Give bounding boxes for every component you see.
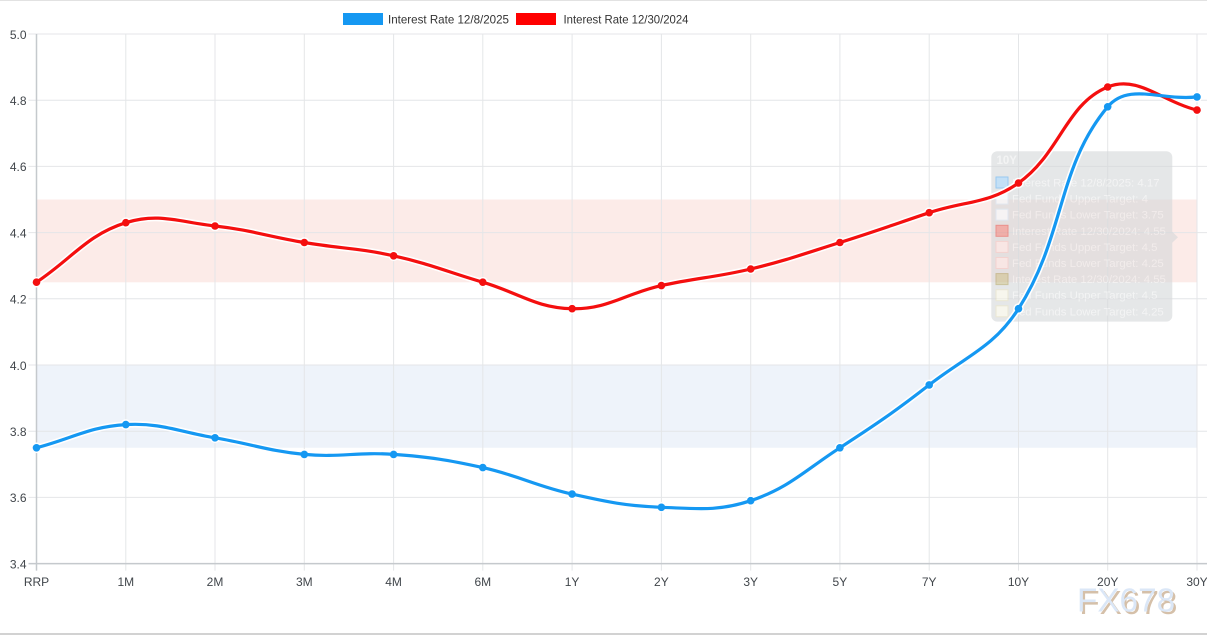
svg-text:Interest Rate 12/8/2025: Interest Rate 12/8/2025 <box>388 13 509 27</box>
svg-text:3M: 3M <box>296 575 313 589</box>
svg-text:5Y: 5Y <box>833 575 848 589</box>
svg-text:7Y: 7Y <box>922 575 937 589</box>
svg-text:1M: 1M <box>117 575 134 589</box>
svg-text:1Y: 1Y <box>565 575 580 589</box>
svg-text:Interest Rate 12/30/2024: 4.55: Interest Rate 12/30/2024: 4.55 <box>1012 226 1166 238</box>
svg-text:3.8: 3.8 <box>10 425 27 439</box>
svg-text:10Y: 10Y <box>997 155 1018 167</box>
svg-text:Fed Funds Upper Target: 4.5: Fed Funds Upper Target: 4.5 <box>1012 290 1157 302</box>
svg-text:4.4: 4.4 <box>10 226 27 240</box>
svg-text:4.8: 4.8 <box>10 94 27 108</box>
svg-text:4.2: 4.2 <box>10 293 27 307</box>
svg-text:3.6: 3.6 <box>10 491 27 505</box>
svg-text:Fed Funds Lower Target: 4.25: Fed Funds Lower Target: 4.25 <box>1012 258 1164 270</box>
svg-text:30Y: 30Y <box>1186 575 1207 589</box>
svg-text:3Y: 3Y <box>743 575 758 589</box>
svg-text:Fed Funds Lower Target: 4.25: Fed Funds Lower Target: 4.25 <box>1012 306 1164 318</box>
svg-text:FX678: FX678 <box>1077 583 1175 620</box>
svg-text:5.0: 5.0 <box>10 28 27 42</box>
svg-text:Fed Funds Upper Target: 4.5: Fed Funds Upper Target: 4.5 <box>1012 242 1157 254</box>
svg-text:FX678: FX678 <box>1079 585 1177 622</box>
svg-text:Fed Funds Lower Target: 3.75: Fed Funds Lower Target: 3.75 <box>1012 210 1164 222</box>
svg-text:2M: 2M <box>207 575 224 589</box>
svg-text:Interest Rate 12/8/2025: 4.17: Interest Rate 12/8/2025: 4.17 <box>1012 178 1160 190</box>
svg-text:20Y: 20Y <box>1097 575 1118 589</box>
svg-text:Interest Rate 12/30/2024: 4.55: Interest Rate 12/30/2024: 4.55 <box>1012 274 1166 286</box>
svg-text:3.4: 3.4 <box>10 557 27 571</box>
svg-text:4M: 4M <box>385 575 402 589</box>
svg-text:4.6: 4.6 <box>10 160 27 174</box>
svg-text:10Y: 10Y <box>1008 575 1029 589</box>
svg-text:6M: 6M <box>474 575 491 589</box>
svg-text:4.0: 4.0 <box>10 359 27 373</box>
svg-text:RRP: RRP <box>24 575 49 589</box>
svg-text:2Y: 2Y <box>654 575 669 589</box>
svg-text:Interest Rate 12/30/2024: Interest Rate 12/30/2024 <box>564 13 689 27</box>
svg-text:Fed Funds Upper Target: 4: Fed Funds Upper Target: 4 <box>1012 194 1148 206</box>
